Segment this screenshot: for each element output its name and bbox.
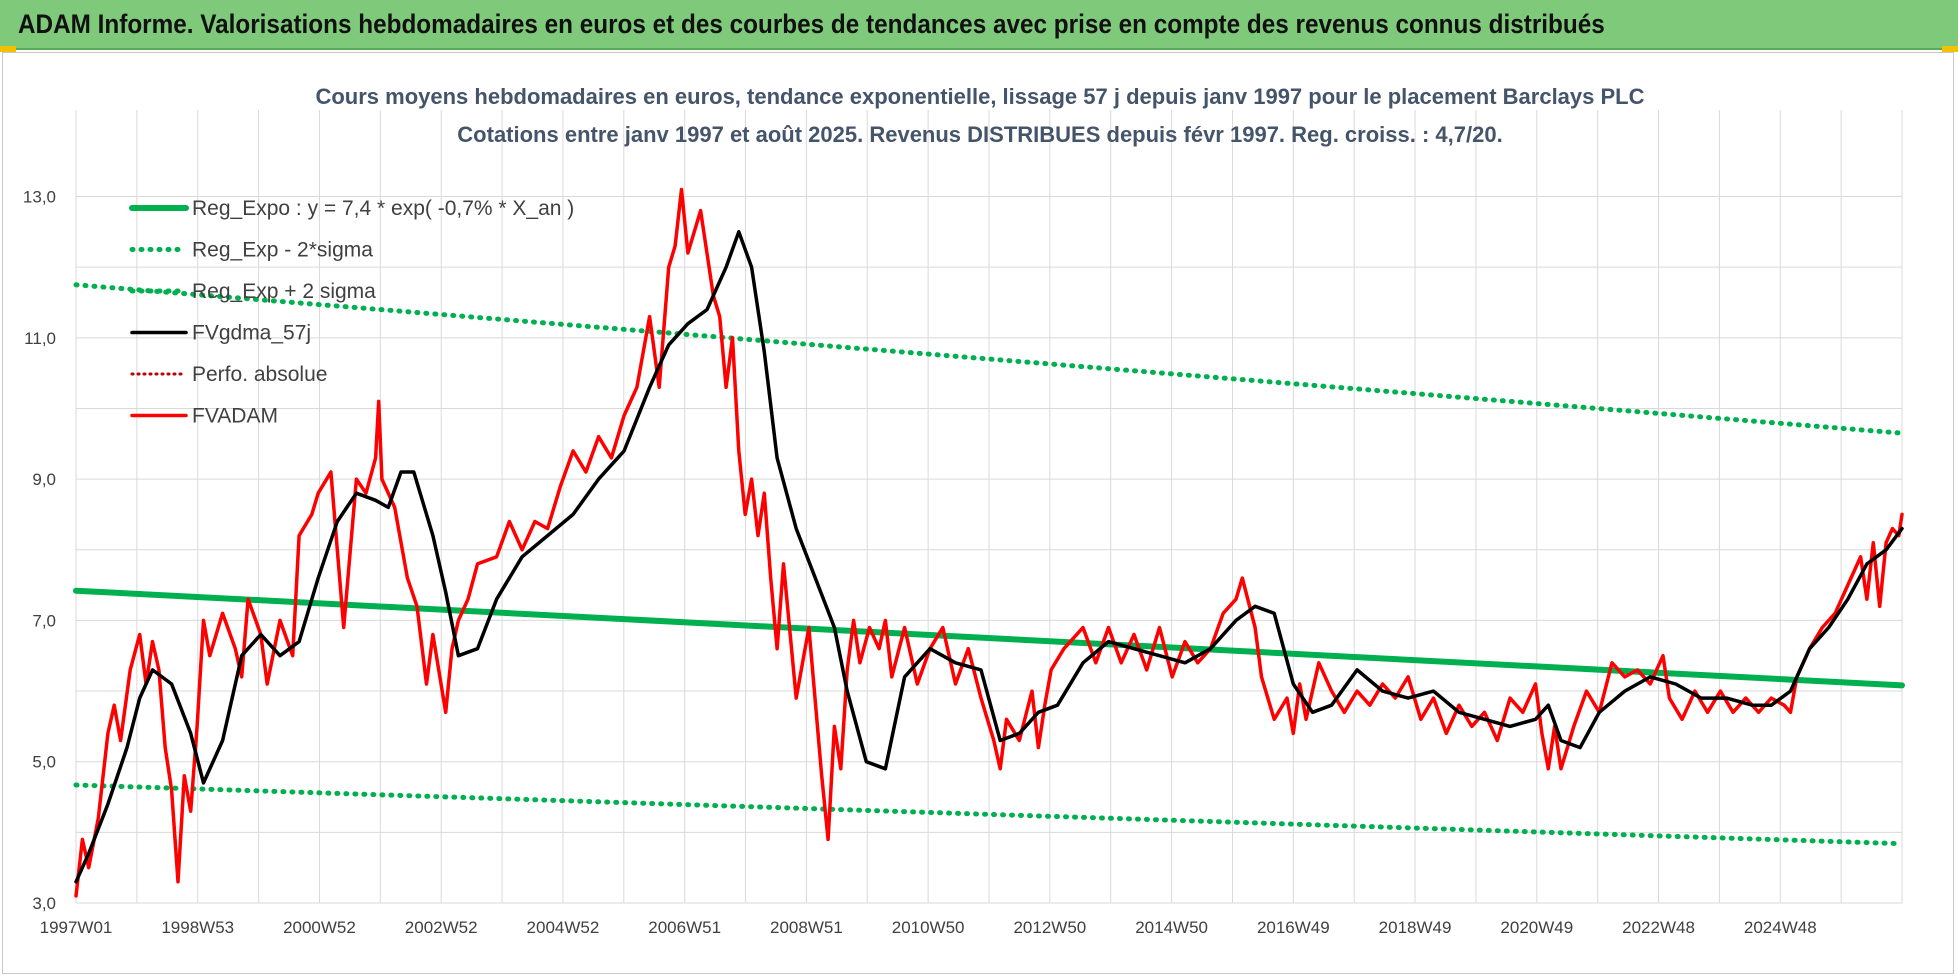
x-tick-label: 1997W01 [40, 918, 113, 937]
banner-title: ADAM Informe. Valorisations hebdomadaire… [18, 9, 1605, 39]
y-tick-label: 5,0 [32, 753, 56, 772]
x-tick-label: 2008W51 [770, 918, 843, 937]
x-tick-label: 2004W52 [527, 918, 600, 937]
legend-label-reg-exp-minus-2sigma: Reg_Exp - 2*sigma [192, 239, 373, 262]
x-tick-label: 2024W48 [1744, 918, 1817, 937]
chart-title-line1: Cours moyens hebdomadaires en euros, ten… [315, 84, 1644, 109]
y-tick-label: 9,0 [32, 470, 56, 489]
legend-label-perfo-absolue: Perfo. absolue [192, 363, 327, 386]
x-tick-label: 2018W49 [1379, 918, 1452, 937]
legend-label-reg-expo: Reg_Expo : y = 7,4 * exp( -0,7% * X_an ) [192, 197, 574, 220]
legend: Reg_Expo : y = 7,4 * exp( -0,7% * X_an )… [129, 197, 574, 428]
series-fvadam [74, 187, 1904, 898]
series-fvgdma-57j [74, 230, 1904, 884]
banner-corner-left [0, 46, 16, 52]
chart-title-line2: Cotations entre janv 1997 et août 2025. … [457, 122, 1502, 147]
y-tick-label: 3,0 [32, 894, 56, 913]
x-tick-label: 2022W48 [1622, 918, 1695, 937]
series-reg-exp-minus-2sigma [73, 782, 1905, 847]
grid [75, 110, 1903, 904]
y-axis-tick-labels: 3,0 5,0 7,0 9,0 11,0 13,0 [23, 188, 56, 913]
legend-label-fvgdma-57j: FVgdma_57j [192, 322, 311, 345]
series-reg-exp-plus-2sigma [73, 282, 1905, 436]
legend-label-reg-exp-plus-2sigma: Reg_Exp + 2 sigma [192, 280, 376, 303]
x-tick-label: 1998W53 [161, 918, 234, 937]
series-reg-expo [73, 587, 1905, 689]
x-tick-label: 2006W51 [648, 918, 721, 937]
banner: ADAM Informe. Valorisations hebdomadaire… [0, 0, 1958, 50]
x-tick-label: 2010W50 [892, 918, 965, 937]
y-tick-label: 11,0 [24, 329, 56, 348]
y-tick-label: 13,0 [23, 188, 56, 207]
legend-label-fvadam: FVADAM [192, 405, 278, 428]
x-axis-tick-labels: 1997W01 1998W53 2000W52 2002W52 2004W52 2006W… [40, 918, 1817, 937]
chart-frame [2, 52, 1954, 974]
x-tick-label: 2012W50 [1013, 918, 1086, 937]
x-tick-label: 2016W49 [1257, 918, 1330, 937]
x-tick-label: 2014W50 [1135, 918, 1208, 937]
x-tick-label: 2020W49 [1500, 918, 1573, 937]
x-tick-label: 2002W52 [405, 918, 478, 937]
x-tick-label: 2000W52 [283, 918, 356, 937]
y-tick-label: 7,0 [32, 611, 56, 630]
banner-corner-right [1942, 46, 1958, 52]
series-layer [73, 187, 1905, 898]
